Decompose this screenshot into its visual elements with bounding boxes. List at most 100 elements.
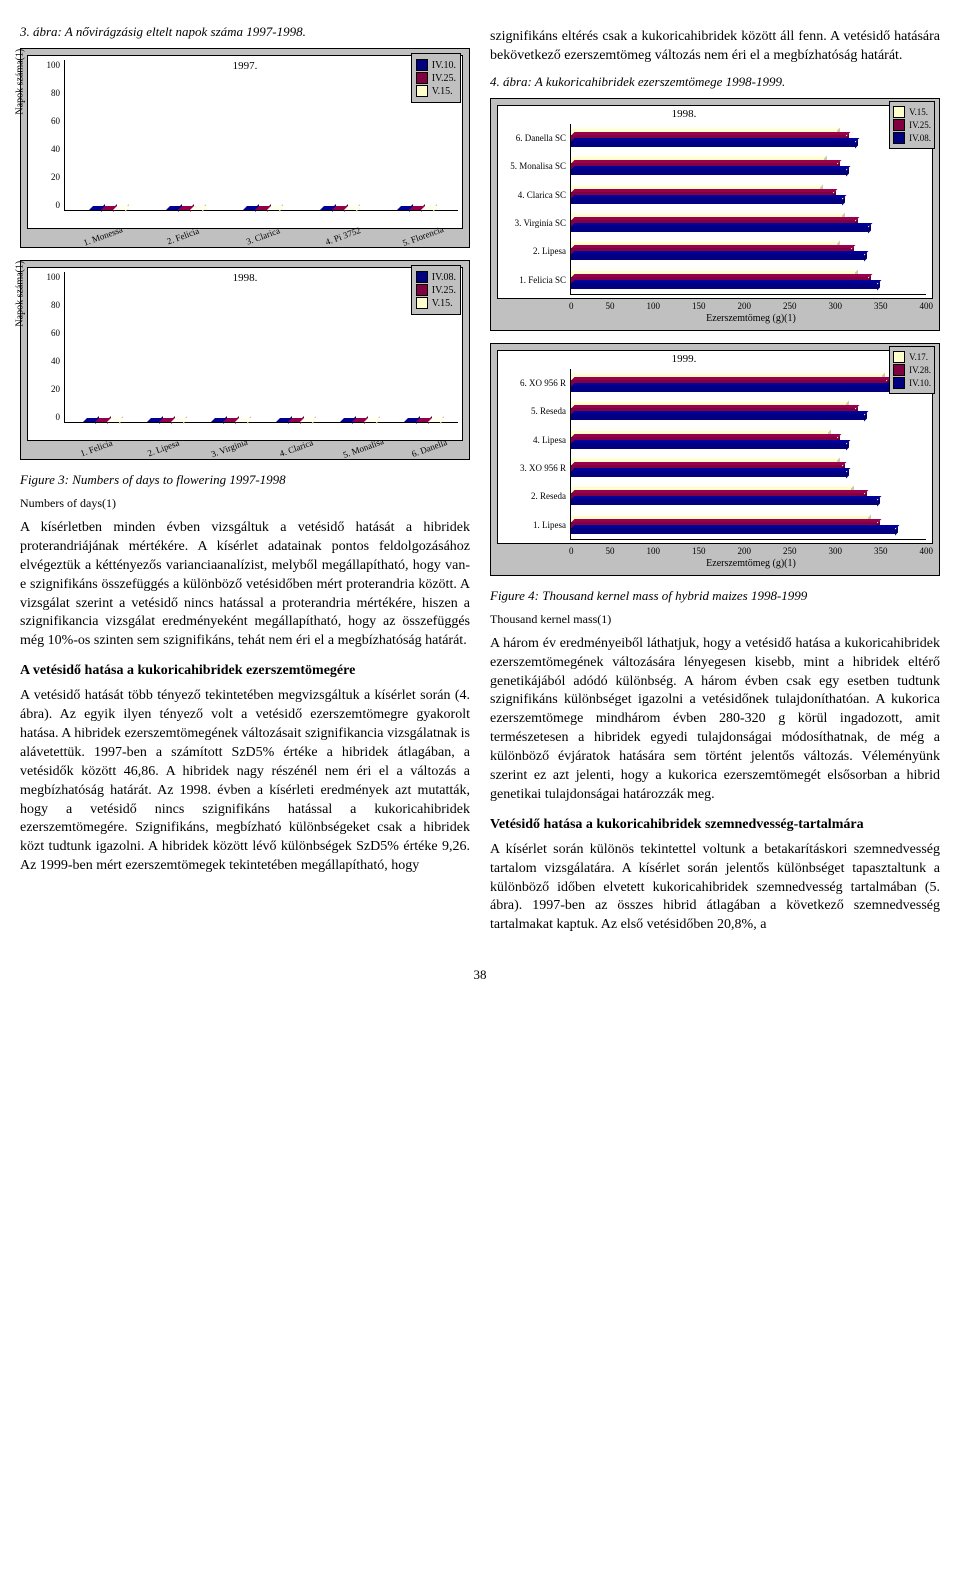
hchart-1999-xlabel: Ezerszemtömeg (g)(1) [497, 558, 933, 569]
chart-1998-xlabels: 1. Felicia2. Lipesa3. Virginia4. Clarica… [27, 443, 463, 453]
hchart-1998-legend: V.15.IV.25.IV.08. [889, 101, 935, 149]
legend-item: V.15. [416, 85, 456, 97]
xtick: 200 [738, 546, 752, 556]
hchart-1998-plot [570, 124, 926, 295]
figure4-caption2: Thousand kernel mass(1) [490, 612, 940, 627]
hbar [571, 254, 864, 260]
legend-item: IV.08. [893, 132, 931, 144]
hchart-1999: V.17. IV.28. IV.10. 1999. 6. XO 956 R5. Re… [490, 343, 940, 576]
hchart-1998-title: 1998. [672, 108, 697, 120]
figure3-title: 3. ábra: A nővirágzásig eltelt napok szá… [20, 24, 470, 40]
hbar-row [571, 157, 926, 175]
ytick: 0 [46, 200, 60, 210]
left-column: 3. ábra: A nővirágzásig eltelt napok szá… [20, 20, 470, 943]
hbar [571, 499, 877, 505]
legend-label: IV.10. [909, 378, 931, 388]
chart-1998: IV.08.IV.25.V.15. 1998. Napok száma(1) 1… [20, 260, 470, 460]
xtick: 400 [920, 301, 934, 311]
ytick: 100 [46, 60, 60, 70]
ylabel: 5. Monalisa SC [500, 161, 566, 171]
ytick: 80 [46, 88, 60, 98]
legend-swatch [416, 271, 428, 283]
legend-swatch [893, 132, 905, 144]
hchart-1999-title: 1999. [672, 353, 697, 365]
chart-1997-yticks: 100 80 60 40 20 0 [46, 60, 60, 210]
hbar-row [571, 186, 926, 204]
legend-label: V.15. [432, 298, 453, 309]
xtick: 150 [692, 546, 706, 556]
hbar-row [571, 374, 926, 392]
xtick: 200 [738, 301, 752, 311]
xtick: 300 [829, 546, 843, 556]
xtick: 300 [829, 301, 843, 311]
ytick: 60 [46, 328, 60, 338]
legend-swatch [416, 284, 428, 296]
xtick: 350 [874, 546, 888, 556]
ylabel: 4. Lipesa [500, 435, 566, 445]
hbar-row [571, 129, 926, 147]
figure3-caption2: Numbers of days(1) [20, 496, 470, 511]
chart-1998-plot [64, 272, 458, 423]
ytick: 60 [46, 116, 60, 126]
legend-label: V.17. [909, 352, 928, 362]
hbar-row [571, 242, 926, 260]
xtick: 0 [569, 546, 574, 556]
chart-1998-yticks: 100806040200 [46, 272, 60, 422]
ytick: 40 [46, 144, 60, 154]
legend-swatch [416, 72, 428, 84]
ytick: 20 [46, 172, 60, 182]
right-heading-1: Vetésidő hatása a kukoricahibridek szemn… [490, 817, 940, 833]
legend-label: IV.08. [909, 133, 931, 143]
legend-item: IV.25. [416, 72, 456, 84]
ytick: 80 [46, 300, 60, 310]
ytick: 20 [46, 384, 60, 394]
ylabel: 4. Clarica SC [500, 190, 566, 200]
hchart-1998: V.15.IV.25.IV.08. 1998. 6. Danella SC 5. … [490, 98, 940, 331]
hbar-row [571, 271, 926, 289]
hbar-row [571, 516, 926, 534]
chart-1997-legend: IV.10. IV.25. V.15. [411, 53, 461, 103]
hchart-1999-legend: V.17. IV.28. IV.10. [889, 346, 935, 394]
hbar-row [571, 214, 926, 232]
left-paragraph-2: A vetésidő hatását több tényező tekintet… [20, 687, 470, 876]
legend-swatch [893, 351, 905, 363]
right-paragraph-3: A kísérlet során különös tekintettel vol… [490, 841, 940, 935]
hchart-1999-plot [570, 369, 926, 540]
xtick: 50 [606, 546, 615, 556]
legend-swatch [416, 85, 428, 97]
hbar [571, 141, 855, 147]
hchart-1999-xticks: 050100150200250300350400 [497, 546, 933, 556]
hbar [571, 443, 846, 449]
chart-1997: IV.10.IV.25.V.15. 1997. Napok száma(1) 1… [20, 48, 470, 248]
figure4-caption: Figure 4: Thousand kernel mass of hybrid… [490, 588, 940, 604]
legend-label: V.15. [909, 107, 928, 117]
xtick: 400 [920, 546, 934, 556]
xtick: 250 [783, 301, 797, 311]
legend-swatch [893, 106, 905, 118]
legend-label: IV.28. [909, 365, 931, 375]
ylabel: 3. Virginia SC [500, 218, 566, 228]
legend-label: IV.10. [432, 60, 456, 71]
xtick: 100 [647, 301, 661, 311]
left-heading-1: A vetésidő hatása a kukoricahibridek eze… [20, 663, 470, 679]
left-paragraph-1: A kísérletben minden évben vizsgáltuk a … [20, 519, 470, 651]
chart-1997-xlabels: 1. Monessa2. Felicia3. Clarica4. Pi 3752… [27, 231, 463, 241]
legend-label: IV.25. [432, 73, 456, 84]
legend-item: IV.08. [416, 271, 456, 283]
hbar [571, 471, 846, 477]
hbar [571, 283, 877, 289]
hbar-row [571, 459, 926, 477]
ylabel: 6. Danella SC [500, 133, 566, 143]
hbar [571, 528, 895, 534]
hchart-1998-xticks: 050100150200250300350400 [497, 301, 933, 311]
legend-item: V.15. [893, 106, 931, 118]
legend-item: IV.25. [416, 284, 456, 296]
hbar [571, 169, 846, 175]
legend-item: IV.10. [893, 377, 931, 389]
figure4-title: 4. ábra: A kukoricahibridek ezerszemtöme… [490, 74, 940, 90]
legend-swatch [893, 119, 905, 131]
legend-item: IV.28. [893, 364, 931, 376]
hbar [571, 226, 868, 232]
hchart-1999-ylabels: 6. XO 956 R5. Reseda4. Lipesa3. XO 956 R… [500, 369, 566, 539]
legend-label: V.15. [432, 86, 453, 97]
